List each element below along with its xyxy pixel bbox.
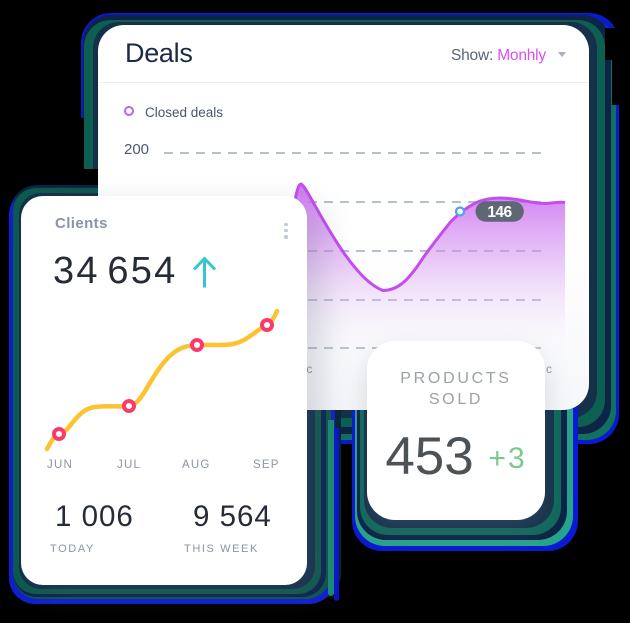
svg-text:146: 146 — [487, 204, 512, 221]
